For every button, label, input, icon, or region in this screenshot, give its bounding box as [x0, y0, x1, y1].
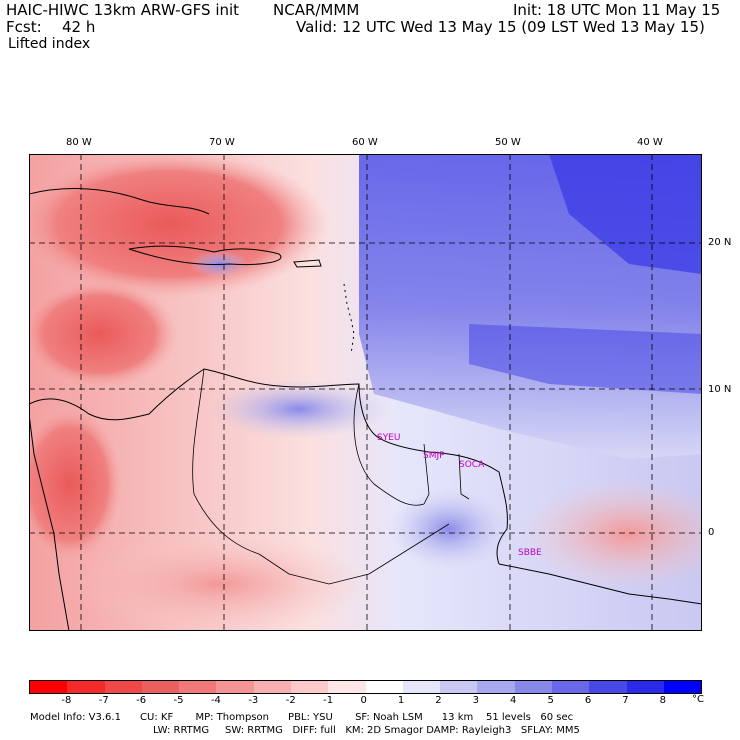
brazil-coast-unstable: [519, 479, 702, 589]
physics-info-line: LW: RRTMG SW: RRTMG DIFF: full KM: 2D Sm…: [153, 725, 580, 736]
colorbar-segment: [551, 681, 590, 693]
colorbar-segment: [216, 681, 254, 693]
colorbar-tick-label: 4: [510, 695, 517, 706]
colorbar-segment: [328, 681, 366, 693]
colorbar-tick-label: 1: [397, 695, 405, 706]
lat-label-0: 0: [708, 527, 715, 538]
central-caribbean-unstable: [29, 279, 179, 389]
colorbar-tick-label: 0: [360, 695, 367, 706]
colorbar-tick-label: -8: [61, 695, 72, 706]
colorbar-unit: °C: [692, 694, 704, 705]
amazon-delta-stable: [389, 489, 509, 569]
colorbar-segment: [253, 681, 291, 693]
lifted-index-map: [29, 154, 702, 631]
lon-label-40w: 40 W: [637, 137, 663, 148]
model-title: HAIC-HIWC 13km ARW-GFS init: [6, 1, 240, 19]
suriname-guiana-border: [458, 453, 470, 500]
colorbar-tick-label: -4: [210, 695, 221, 706]
station-syeu: SYEU: [377, 433, 401, 443]
colorbar: [29, 680, 702, 694]
graticule: [29, 154, 702, 631]
colorbar-segment: [30, 681, 68, 693]
colorbar-tick-label: 2: [435, 695, 442, 706]
atlantic-core-region: [549, 154, 702, 274]
colorbar-segment: [67, 681, 105, 693]
colorbar-segment: [626, 681, 664, 693]
colorbar-segment: [104, 681, 142, 693]
init-time: Init: 18 UTC Mon 11 May 15: [513, 1, 721, 19]
station-soca: SOCA: [459, 460, 485, 470]
station-smjp: SMJP: [423, 451, 445, 461]
lat-label-20n: 20 N: [708, 237, 732, 248]
colombia-venezuela-border: [192, 368, 260, 555]
organization-label: NCAR/MMM: [273, 1, 360, 19]
lesser-antilles: [343, 283, 355, 355]
colorbar-tick-label: 7: [622, 695, 629, 706]
lon-label-50w: 50 W: [495, 137, 521, 148]
colorbar-tick-label: 8: [659, 695, 666, 706]
coastlines: [29, 188, 702, 631]
colorbar-tick-label: -5: [173, 695, 184, 706]
colorbar-tick-label: -6: [136, 695, 147, 706]
model-info-line: Model Info: V3.6.1 CU: KF MP: Thompson P…: [30, 712, 574, 723]
colorbar-segment: [440, 681, 478, 693]
colorbar-tick-label: 3: [472, 695, 480, 706]
colorbar-tick-label: -2: [285, 695, 296, 706]
colorbar-tick-label: -3: [248, 695, 259, 706]
station-sbbe: SBBE: [518, 548, 542, 558]
colorbar-tick-label: -7: [98, 695, 109, 706]
lon-label-60w: 60 W: [352, 137, 378, 148]
atlantic-band: [469, 324, 702, 394]
forecast-hour: 42 h: [62, 18, 96, 36]
country-borders: [192, 368, 470, 585]
south-america-north-coast: [29, 368, 508, 565]
central-america-coast: [29, 413, 70, 631]
colorbar-segment: [477, 681, 515, 693]
map-frame: [29, 154, 702, 631]
colorbar-tick-label: 6: [584, 695, 592, 706]
lat-label-10n: 10 N: [708, 384, 732, 395]
colorbar-segment: [402, 681, 441, 693]
colorbar-ticks: -8 -7 -6 -5 -4 -3 -2 -1 0 1 2 3 4 5 6 7 8: [29, 695, 702, 707]
venezuela-guyana-border: [353, 383, 425, 506]
lon-label-80w: 80 W: [66, 137, 92, 148]
colorbar-segment: [514, 681, 552, 693]
lon-label-70w: 70 W: [209, 137, 235, 148]
guyana-suriname-border: [423, 443, 430, 505]
amazon-unstable: [69, 534, 369, 631]
valid-time: Valid: 12 UTC Wed 13 May 15 (09 LST Wed …: [296, 18, 705, 36]
colorbar-segment: [179, 681, 217, 693]
colorbar-segment: [589, 681, 627, 693]
amazon-border: [258, 523, 450, 585]
colorbar-segment: [663, 681, 702, 693]
cuba-coast: [29, 188, 210, 215]
hispaniola-coast: [128, 245, 282, 265]
venezuela-stable: [209, 379, 389, 439]
colorbar-segment: [365, 681, 403, 693]
colorbar-tick-label: 5: [547, 695, 554, 706]
field-name: Lifted index: [8, 36, 91, 52]
colorbar-segment: [141, 681, 180, 693]
colorbar-segment: [290, 681, 329, 693]
central-america-unstable: [29, 404, 124, 564]
puerto-rico-coast: [293, 259, 322, 268]
brazil-north-coast: [498, 563, 702, 605]
forecast-label: Fcst:: [6, 18, 42, 36]
colorbar-tick-label: -1: [323, 695, 334, 706]
